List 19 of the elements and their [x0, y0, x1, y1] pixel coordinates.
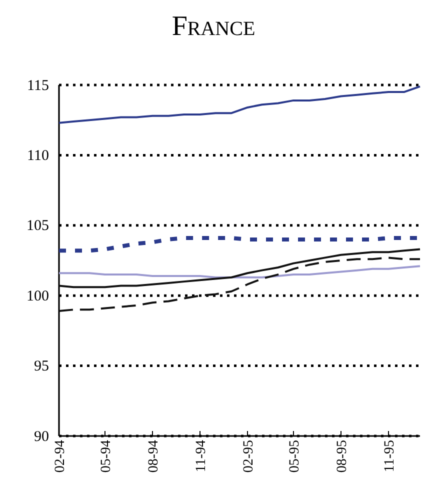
y-tick-label: 110	[27, 148, 49, 164]
y-tick-label: 105	[26, 218, 49, 234]
x-tick-label: 08-94	[146, 440, 162, 473]
y-tick-label: 100	[26, 288, 49, 304]
x-tick-label: 08-95	[334, 440, 350, 473]
chart-title: France	[172, 11, 256, 42]
x-tick-label: 11-95	[382, 440, 398, 472]
x-tick-label: 02-95	[241, 440, 256, 473]
x-tick-label: 05-95	[287, 440, 302, 473]
x-tick-label: 05-94	[98, 440, 114, 473]
line-series	[58, 248, 421, 288]
line-series	[58, 256, 421, 312]
line-series	[58, 265, 421, 278]
x-tick-label: 02-94	[52, 440, 68, 473]
y-tick-label: 95	[34, 358, 49, 375]
y-tick-label: 115	[27, 78, 49, 94]
x-tick-label: 11-94	[194, 440, 209, 472]
line-series	[58, 85, 421, 124]
y-tick-label: 90	[34, 428, 49, 445]
